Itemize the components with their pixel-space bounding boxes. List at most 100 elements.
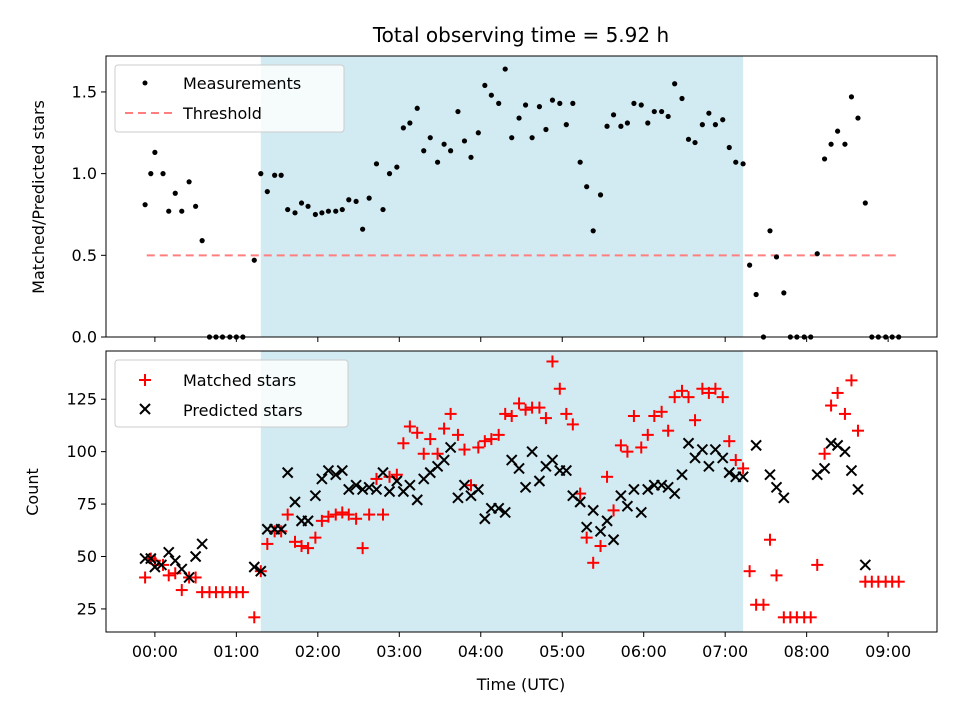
predicted-star-point — [607, 534, 620, 546]
matched-star-point — [892, 575, 905, 588]
predicted-star-point — [350, 479, 362, 491]
matched-star-point — [566, 418, 579, 431]
predicted-star-point — [750, 439, 762, 452]
matched-star-point — [499, 407, 512, 420]
predicted-star-point — [825, 437, 837, 449]
x-tick-label: 02:00 — [295, 642, 341, 661]
measurement-point — [434, 159, 441, 165]
top-legend: Measurements Threshold — [114, 64, 345, 133]
measurement-point — [733, 159, 739, 165]
measurement-point — [366, 195, 372, 201]
x-tick-label: 09:00 — [865, 642, 911, 661]
measurement-point — [278, 172, 284, 178]
predicted-star-point — [438, 454, 450, 466]
measurement-point — [712, 122, 719, 128]
predicted-star-point — [764, 469, 776, 481]
predicted-star-point — [336, 464, 348, 477]
bottom-legend: Matched stars Predicted stars — [114, 359, 349, 428]
matched-star-point — [621, 445, 634, 458]
measurement-point — [740, 161, 746, 167]
legend-threshold-label: Threshold — [182, 104, 262, 123]
measurement-point — [814, 251, 820, 257]
measurement-point — [610, 112, 617, 118]
matched-star-point — [831, 386, 844, 399]
matched-star-point — [811, 558, 824, 571]
predicted-star-point — [594, 525, 607, 538]
x-tick-label: 07:00 — [702, 642, 748, 661]
top-y-axis: 0.0 0.5 1.0 1.5 — [72, 82, 106, 347]
predicted-star-point — [770, 481, 783, 494]
measurement-point — [152, 149, 158, 155]
measurement-point — [461, 138, 468, 144]
y-tick-label: 0.0 — [72, 328, 97, 347]
measurement-point — [543, 126, 549, 133]
measurement-point — [557, 100, 563, 106]
predicted-star-point — [458, 479, 471, 491]
matched-star-point — [743, 565, 756, 578]
measurement-point — [597, 192, 604, 198]
matched-star-point — [281, 508, 294, 521]
top-axes-frame — [105, 55, 938, 338]
x-tick-label: 08:00 — [784, 642, 830, 661]
predicted-star-point — [479, 513, 491, 525]
predicted-star-point — [546, 454, 559, 466]
legend-predicted-marker — [139, 403, 151, 415]
measurement-point — [672, 81, 678, 87]
matched-star-point — [424, 433, 437, 446]
measurement-point — [726, 144, 732, 151]
measurement-point — [482, 82, 488, 89]
matched-star-point — [451, 428, 464, 441]
predicted-star-point — [696, 443, 709, 456]
matched-star-point — [519, 403, 532, 416]
legend-matched-marker — [139, 374, 151, 386]
matched-star-point — [157, 558, 170, 571]
measurement-point — [753, 291, 759, 298]
measurement-points — [142, 66, 902, 340]
matched-star-point — [248, 611, 261, 624]
predicted-star-point — [852, 483, 864, 496]
x-tick-label: 04:00 — [458, 642, 504, 661]
matched-star-point — [539, 412, 552, 425]
measurement-point — [577, 159, 583, 165]
measurement-point — [549, 97, 556, 103]
predicted-star-point — [404, 479, 416, 491]
matched-star-point — [770, 569, 783, 582]
predicted-star-point — [383, 485, 396, 498]
predicted-star-point — [723, 466, 735, 479]
top-y-axis-label: Matched/Predicted stars — [29, 100, 48, 294]
matched-star-point — [560, 407, 573, 420]
measurement-point — [258, 171, 264, 177]
measurement-point — [285, 206, 291, 213]
y-tick-label: 125 — [66, 390, 97, 409]
measurement-point — [536, 104, 543, 110]
y-tick-label: 0.5 — [72, 246, 97, 265]
measurement-point — [455, 108, 461, 115]
predicted-star-point — [472, 483, 485, 496]
predicted-star-point — [717, 452, 729, 464]
matched-star-point — [336, 506, 349, 519]
matched-star-point — [309, 531, 322, 544]
x-axis-label: Time (UTC) — [476, 675, 565, 694]
y-tick-label: 1.0 — [72, 164, 97, 183]
matched-stars-points — [139, 355, 905, 624]
matched-star-point — [580, 531, 593, 544]
y-tick-label: 25 — [77, 599, 97, 618]
matched-star-point — [356, 542, 369, 555]
matched-star-point — [757, 598, 770, 611]
matched-star-point — [627, 410, 640, 423]
matched-star-point — [648, 410, 661, 423]
matched-star-point — [295, 540, 308, 553]
measurement-point — [862, 200, 868, 206]
matched-star-point — [838, 407, 851, 420]
measurement-point — [651, 108, 657, 115]
bottom-y-axis: 25 50 75 100 125 — [66, 390, 106, 618]
predicted-star-point — [601, 515, 613, 527]
predicted-star-point — [444, 441, 457, 454]
predicted-star-point — [682, 437, 695, 449]
measurement-point — [590, 228, 596, 234]
bottom-axes-frame — [105, 350, 938, 633]
matched-star-point — [737, 462, 750, 475]
matched-star-point — [513, 397, 526, 410]
predicted-star-point — [513, 462, 525, 475]
predicted-star-point — [411, 494, 423, 506]
